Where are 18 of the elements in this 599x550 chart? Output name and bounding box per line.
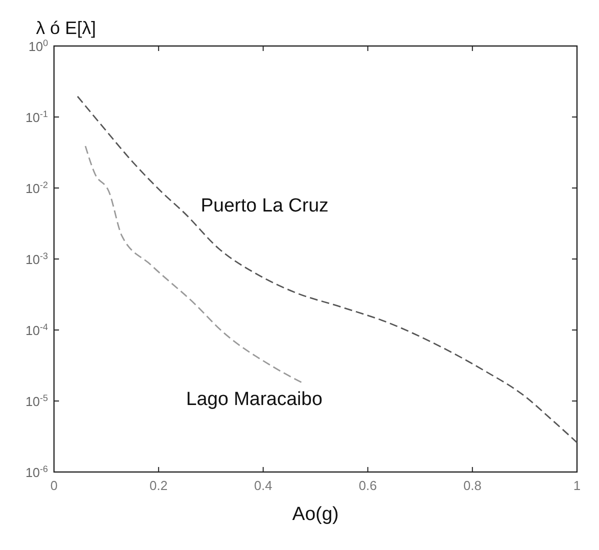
y-tick-label: 10$^{-1}$ [25, 109, 48, 125]
y-tick-label: 10$^{0}$ [28, 38, 48, 54]
x-tick-label: 0.4 [254, 478, 272, 493]
y-tick-label: 10$^{-6}$ [25, 464, 48, 480]
x-tick-label: 0 [50, 478, 58, 493]
y-axis-title: λ ó E[λ] [36, 18, 96, 38]
x-tick-label: 0.8 [463, 478, 482, 493]
x-tick-label: 0.2 [150, 478, 168, 493]
x-axis-title: Ao(g) [292, 504, 339, 525]
series-label: Lago Maracaibo [186, 388, 322, 410]
y-tick-label: 10$^{-5}$ [25, 393, 48, 409]
y-tick-label: 10$^{-4}$ [25, 322, 48, 338]
y-tick-label: 10$^{-2}$ [25, 180, 48, 196]
series-label: Puerto La Cruz [200, 195, 329, 216]
line-series [76, 96, 578, 444]
y-tick-label: 10$^{-3}$ [25, 251, 48, 267]
x-tick-label: 1 [573, 478, 581, 493]
x-tick-label: 0.6 [358, 478, 377, 493]
